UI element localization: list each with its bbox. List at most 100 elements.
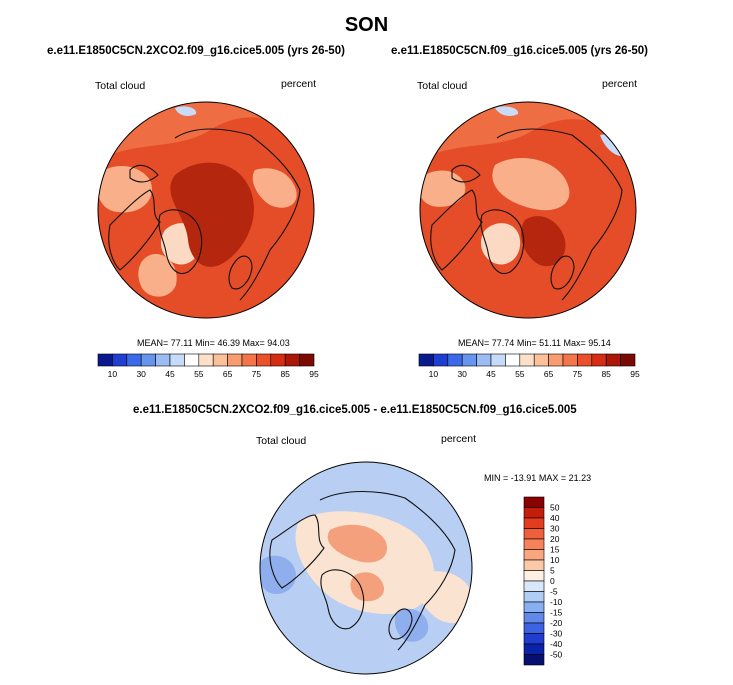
map-1-coast-alaska bbox=[129, 164, 159, 183]
colorbar-diff-swatch bbox=[523, 496, 545, 508]
colorbar-2-swatch bbox=[476, 353, 492, 367]
colorbar-diff-tick-label: 40 bbox=[550, 513, 560, 523]
colorbar-1-tick-label: 75 bbox=[252, 369, 262, 379]
colorbar-diff-tick-label: 30 bbox=[550, 524, 560, 534]
panel-2-units-label: percent bbox=[602, 78, 638, 90]
map-1-atlantic-pale bbox=[138, 254, 177, 297]
colorbar-1-tick-label: 65 bbox=[223, 369, 233, 379]
colorbar-diff-swatch bbox=[523, 580, 545, 592]
map-3-coast-eurasia bbox=[319, 490, 456, 651]
colorbar-panel-2: 10 30 45 55 65 75 85 95 bbox=[418, 353, 640, 379]
colorbar-1-swatch bbox=[256, 353, 272, 367]
colorbar-2-swatch bbox=[519, 353, 535, 367]
colorbar-1-swatch bbox=[241, 353, 257, 367]
colorbar-diff-swatch bbox=[523, 612, 545, 624]
map-1-coast-canada bbox=[108, 189, 161, 271]
colorbar-1-tick-label: 85 bbox=[280, 369, 290, 379]
map-1-arctic-deep bbox=[170, 162, 254, 267]
colorbar-2-swatch bbox=[620, 353, 636, 367]
map-3-atlantic-warm bbox=[350, 572, 385, 602]
colorbar-1-swatch bbox=[227, 353, 243, 367]
colorbar-2-tick-label: 65 bbox=[544, 369, 554, 379]
colorbar-diff-swatch bbox=[523, 643, 545, 655]
map-1-pacific-pale bbox=[98, 165, 152, 213]
map-2-coast-scandinavia bbox=[550, 255, 575, 290]
map-2-coast-eurasia bbox=[496, 128, 623, 301]
map-2-coast-greenland bbox=[480, 209, 525, 274]
colorbar-1-tick-label: 95 bbox=[309, 369, 319, 379]
map-2-coast-alaska bbox=[451, 164, 481, 183]
colorbar-diff-tick-label: -5 bbox=[550, 587, 558, 597]
map-3-field bbox=[260, 462, 472, 674]
colorbar-diff-swatch bbox=[523, 559, 545, 571]
colorbar-1-swatch bbox=[126, 353, 142, 367]
panel-1-variable-label: Total cloud bbox=[95, 80, 146, 92]
colorbar-diff-swatch bbox=[523, 654, 545, 666]
diff-max-label: MAX = bbox=[538, 473, 567, 483]
map-3-europe-blue bbox=[394, 608, 429, 642]
panel-2-stats: MEAN= 77.74 Min= 51.11 Max= 95.14 bbox=[458, 338, 611, 348]
colorbar-2-swatch bbox=[447, 353, 463, 367]
diff-panel-stats: MIN = -13.91 MAX = 21.23 bbox=[484, 473, 591, 483]
panel-1-max-value: 94.03 bbox=[267, 338, 290, 348]
diff-panel-units-label: percent bbox=[441, 433, 477, 445]
colorbar-2-swatch bbox=[533, 353, 549, 367]
map-2-greenland-pale bbox=[480, 223, 521, 265]
map-2-boundary bbox=[419, 101, 637, 319]
colorbar-diff-swatch bbox=[523, 633, 545, 645]
map-3-arctic-warm bbox=[327, 524, 388, 563]
colorbar-diff-tick-label: -15 bbox=[550, 608, 563, 618]
colorbar-2-swatch bbox=[433, 353, 449, 367]
colorbar-diff-tick-label: 20 bbox=[550, 534, 560, 544]
colorbar-diff-tick-label: 15 bbox=[550, 545, 560, 555]
colorbar-2-tick-label: 85 bbox=[601, 369, 611, 379]
colorbar-1-tick-label: 45 bbox=[165, 369, 175, 379]
colorbar-2-tick-label: 95 bbox=[630, 369, 640, 379]
colorbar-diff-swatch bbox=[523, 507, 545, 519]
panel-1-min-label: Min= bbox=[195, 338, 215, 348]
colorbar-1-swatch bbox=[112, 353, 128, 367]
colorbar-2-tick-label: 55 bbox=[515, 369, 525, 379]
colorbar-diff-swatch bbox=[523, 517, 545, 529]
diff-min-value: -13.91 bbox=[510, 473, 537, 483]
map-3-coast-canada bbox=[269, 514, 325, 589]
colorbar-1-tick-label: 10 bbox=[108, 369, 118, 379]
colorbar-2-swatch bbox=[577, 353, 593, 367]
colorbar-diff-tick-label: 0 bbox=[550, 576, 555, 586]
map-2-arctic-pale bbox=[492, 157, 570, 211]
colorbar-2-swatch bbox=[605, 353, 621, 367]
map-1-field bbox=[98, 102, 314, 318]
panel-1-max-label: Max= bbox=[242, 338, 265, 348]
diff-max-value: 21.23 bbox=[568, 473, 592, 483]
colorbar-diff-tick-label: 10 bbox=[550, 555, 560, 565]
map-panel-2 bbox=[419, 101, 637, 319]
map-3-boundary bbox=[259, 461, 473, 675]
colorbar-diff-tick-label: 5 bbox=[550, 566, 555, 576]
panel-2-min-label: Min= bbox=[516, 338, 537, 348]
colorbar-2-swatch bbox=[562, 353, 578, 367]
colorbar-1-swatch bbox=[270, 353, 286, 367]
colorbar-diff-tick-label: 50 bbox=[550, 503, 560, 513]
colorbar-panel-1: 10 30 45 55 65 75 85 95 bbox=[97, 353, 319, 379]
colorbar-1-swatch bbox=[299, 353, 315, 367]
diff-min-label: MIN = bbox=[484, 473, 509, 483]
colorbar-diff-tick-label: -50 bbox=[550, 650, 563, 660]
map-1-pacific-blue-2 bbox=[175, 106, 197, 116]
colorbar-2-tick-label: 75 bbox=[573, 369, 583, 379]
colorbar-1-swatch bbox=[212, 353, 228, 367]
panel-2-variable-label: Total cloud bbox=[417, 80, 468, 92]
colorbar-diff-swatch bbox=[523, 549, 545, 561]
colorbar-1-swatch bbox=[284, 353, 300, 367]
panel-2-max-label: Max= bbox=[563, 338, 586, 348]
panel-1-title: e.e11.E1850C5CN.2XCO2.f09_g16.cice5.005 … bbox=[47, 45, 345, 57]
map-2-coast-canada bbox=[430, 189, 483, 271]
map-1-coast-scandinavia bbox=[228, 255, 253, 290]
colorbar-1-swatch bbox=[169, 353, 185, 367]
colorbar-diff-tick-label: -30 bbox=[550, 629, 563, 639]
panel-2-max-value: 95.14 bbox=[588, 338, 611, 348]
map-panel-diff bbox=[259, 461, 473, 675]
colorbar-diff-swatch bbox=[523, 528, 545, 540]
colorbar-diff-tick-label: -20 bbox=[550, 618, 563, 628]
figure-title: SON bbox=[344, 14, 389, 36]
